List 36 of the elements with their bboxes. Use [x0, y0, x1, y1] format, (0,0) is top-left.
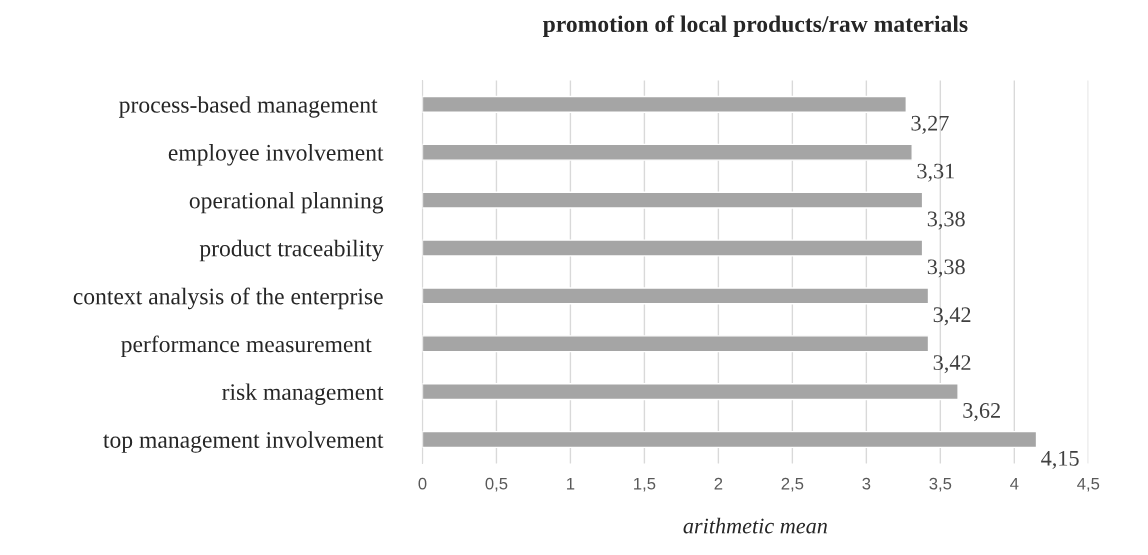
x-tick-label: 4,5 [1077, 477, 1100, 492]
bar [422, 191, 924, 209]
x-axis-title: arithmetic mean [683, 517, 827, 534]
data-label: 3,62 [963, 403, 1000, 422]
x-tick-label: 3 [862, 477, 871, 490]
x-tick-label: 1,5 [634, 477, 656, 492]
y-tick-label: top management involvement [103, 431, 384, 453]
x-tick-label: 3,5 [929, 477, 952, 492]
data-label: 3,42 [933, 355, 971, 374]
chart-title: promotion of local products/raw materials [542, 15, 968, 37]
y-tick-label: risk management [222, 383, 384, 405]
x-tick-label: 1 [567, 477, 575, 490]
bar [422, 239, 924, 257]
data-label: 4,15 [1041, 450, 1079, 469]
y-tick-label: operational planning [189, 191, 384, 214]
y-tick-label: performance measurement [121, 335, 372, 358]
data-label: 3,38 [927, 259, 965, 278]
x-tick-label: 0 [418, 477, 427, 490]
bar [422, 383, 959, 401]
data-label: 3,27 [911, 115, 949, 134]
x-tick-label: 2 [714, 477, 723, 490]
bar [422, 335, 930, 353]
x-tick-label: 0,5 [485, 477, 508, 492]
x-tick-label: 2,5 [781, 477, 804, 492]
bar [422, 430, 1038, 449]
bar [422, 95, 908, 114]
bar [422, 287, 930, 305]
y-tick-label: context analysis of the enterprise [73, 287, 383, 310]
bar [422, 143, 913, 161]
y-tick-label: product traceability [199, 239, 384, 262]
y-tick-label: process-based management [119, 96, 378, 118]
data-label: 3,31 [917, 163, 954, 182]
data-label: 3,38 [927, 211, 965, 230]
data-label: 3,42 [933, 307, 971, 326]
y-tick-label: employee involvement [168, 144, 384, 166]
x-tick-label: 4 [1010, 477, 1019, 490]
